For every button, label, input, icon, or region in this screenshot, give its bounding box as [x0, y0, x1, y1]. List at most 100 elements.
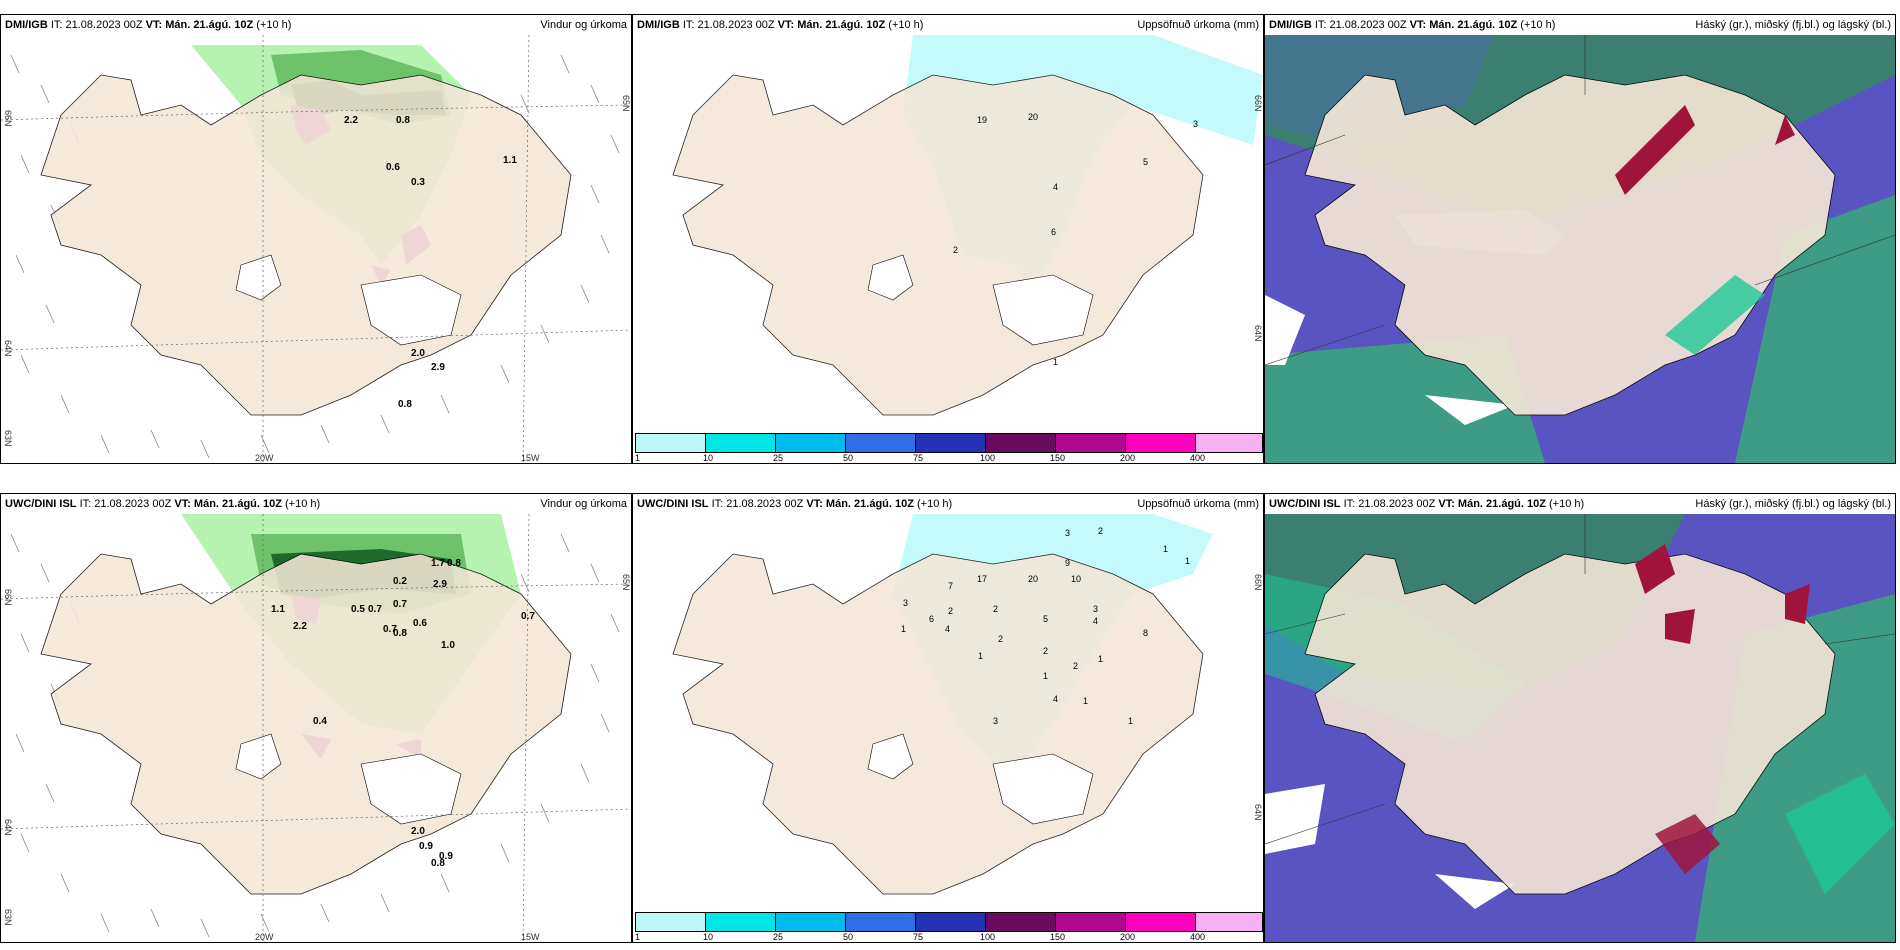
lon-label: 20W: [255, 932, 274, 942]
glaciers: [867, 733, 1094, 825]
map-accum-precip: 3 2 1 1 9 10 20 17 7 6 3 2 1 4 8 3 2 1 4…: [633, 514, 1263, 914]
legend-swatch: [916, 913, 986, 931]
panel-uwc-clouds: UWC/DINI ISL IT: 21.08.2023 00Z VT: Mán.…: [1264, 493, 1896, 943]
valid-time-label: VT:: [145, 19, 163, 31]
precip-value: 1.1: [271, 604, 285, 615]
panel-uwc-wind-precip: UWC/DINI ISL IT: 21.08.2023 00Z VT: Mán.…: [0, 493, 632, 943]
panel-header: DMI/IGB IT: 21.08.2023 00Z VT: Mán. 21.á…: [1, 15, 631, 35]
legend-label: 1: [635, 932, 641, 942]
accum-value: 3: [1065, 528, 1070, 538]
accum-values: 3 2 1 1 9 10 20 17 7 6 3 2 1 4 8 3 2 1 4…: [901, 526, 1190, 726]
lead-time: (+10 h): [1520, 19, 1556, 31]
legend-label: 400: [1190, 453, 1206, 463]
precip-value: 0.9: [439, 851, 453, 862]
precip-value: 0.6: [386, 162, 400, 173]
legend-label: 10: [703, 932, 714, 942]
legend-label: 150: [1050, 453, 1066, 463]
panel-title: Uppsöfnuð úrkoma (mm): [1137, 19, 1259, 31]
legend-label: 1: [635, 453, 641, 463]
accum-value: 17: [977, 574, 987, 584]
legend-label: 400: [1190, 932, 1206, 942]
lon-label: 20W: [255, 453, 274, 463]
valid-time: Mán. 21.ágú. 10Z: [797, 19, 886, 31]
accum-value: 1: [1083, 696, 1088, 706]
map-clouds: [1265, 514, 1895, 942]
precip-value: 0.3: [411, 177, 425, 188]
accum-value: 1: [1163, 544, 1168, 554]
init-time: IT: 21.08.2023 00Z: [79, 498, 172, 510]
legend-swatch: [1056, 913, 1126, 931]
accum-value: 1: [978, 651, 983, 661]
legend-swatch: [1126, 913, 1196, 931]
panel-dmi-wind-precip: DMI/IGB IT: 21.08.2023 00Z VT: Mán. 21.á…: [0, 14, 632, 464]
accum-value: 2: [1073, 661, 1078, 671]
lat-label: 64N: [3, 340, 13, 357]
lat-label: 65N: [621, 574, 631, 591]
precip-value: 0.2: [393, 576, 407, 587]
legend-label: 150: [1050, 932, 1066, 942]
legend-swatch: [986, 434, 1056, 452]
legend-label: 75: [913, 932, 924, 942]
panel-header: DMI/IGB IT: 21.08.2023 00Z VT: Mán. 21.á…: [633, 15, 1263, 35]
accum-value: 7: [948, 581, 953, 591]
model-source: UWC/DINI ISL: [5, 498, 77, 510]
clear-sky: [1265, 295, 1515, 425]
precip-values: 0.8 2.2 0.6 0.3 1.1 2.0 2.9 0.8: [344, 115, 517, 410]
precip-value: 2.2: [293, 621, 307, 632]
legend-swatch: [846, 434, 916, 452]
precip-value: 2.0: [411, 826, 425, 837]
accum-value: 19: [977, 115, 987, 125]
legend-label: 10: [703, 453, 714, 463]
accum-value: 1: [901, 624, 906, 634]
accum-value: 4: [1053, 694, 1058, 704]
accum-value: 2: [953, 245, 958, 255]
valid-time: Mán. 21.ágú. 10Z: [1457, 498, 1546, 510]
legend-label: 200: [1120, 453, 1136, 463]
graticule: [1, 35, 631, 463]
iceland-land: [1304, 553, 1836, 895]
cloud-low-green: [1785, 774, 1895, 894]
map-wind-precip: 0.8 2.2 0.6 0.3 1.1 2.0 2.9 0.8: [1, 35, 631, 463]
model-source: UWC/DINI ISL: [637, 498, 709, 510]
panel-title: Háský (gr.), miðský (fj.bl.) og lágský (…: [1695, 498, 1891, 510]
panel-header: UWC/DINI ISL IT: 21.08.2023 00Z VT: Mán.…: [633, 494, 1263, 514]
precip-value: 2.9: [433, 579, 447, 590]
graticule: [1, 514, 631, 942]
legend-labels: 1 10 25 50 75 100 150 200 400: [635, 932, 1261, 942]
legend-swatch: [1196, 913, 1262, 931]
legend-swatch: [846, 913, 916, 931]
precip-value: 0.9: [419, 841, 433, 852]
accum-value: 5: [1043, 614, 1048, 624]
glaciers: [867, 254, 1094, 346]
accum-value: 6: [1051, 227, 1056, 237]
accum-value: 2: [1043, 646, 1048, 656]
legend-label: 25: [773, 453, 784, 463]
cloud-low-green: [1665, 275, 1765, 355]
accum-value: 3: [993, 716, 998, 726]
precip-value: 0.4: [313, 716, 327, 727]
legend-swatch: [776, 434, 846, 452]
precip-value: 0.8: [431, 858, 445, 869]
lat-label: 63N: [3, 909, 13, 926]
lead-time: (+10 h): [285, 498, 321, 510]
precip-value: 0.5: [351, 604, 365, 615]
legend-swatch: [1126, 434, 1196, 452]
map-wind-precip: 0.8 1.7 2.9 0.2 0.7 0.6 1.0 0.7 0.8 2.0 …: [1, 514, 631, 942]
lead-time: (+10 h): [256, 19, 292, 31]
valid-time-label: VT:: [174, 498, 191, 510]
panel-title: Vindur og úrkoma: [540, 19, 627, 31]
accum-value: 10: [1071, 574, 1081, 584]
map-clouds: [1265, 35, 1895, 463]
model-source: DMI/IGB: [637, 19, 680, 31]
precip-value: 0.6: [413, 618, 427, 629]
accum-value: 5: [1143, 157, 1148, 167]
init-time: IT: 21.08.2023 00Z: [1314, 19, 1407, 31]
lat-label: 66N: [1253, 95, 1263, 112]
accum-value: 1: [1053, 357, 1058, 367]
model-source: DMI/IGB: [1269, 19, 1312, 31]
lat-label: 66N: [1253, 574, 1263, 591]
accum-value: 8: [1143, 628, 1148, 638]
precip-value: 0.7: [383, 624, 397, 635]
lat-label: 65N: [621, 95, 631, 112]
legend-swatch: [776, 913, 846, 931]
